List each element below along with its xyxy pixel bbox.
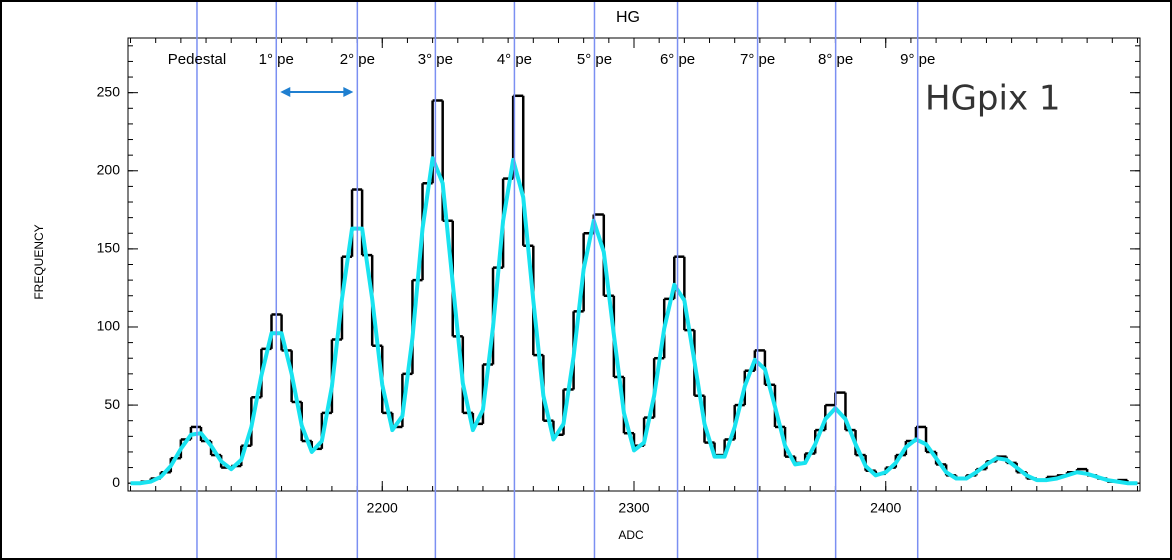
arrow-head bbox=[343, 87, 354, 97]
y-tick-label: 250 bbox=[97, 83, 121, 99]
x-tick-label: 2200 bbox=[367, 500, 398, 516]
peak-label: 8° pe bbox=[818, 51, 853, 68]
chart-title: HG bbox=[616, 9, 640, 26]
y-tick-label: 200 bbox=[97, 161, 121, 177]
x-tick-label: 2300 bbox=[618, 500, 649, 516]
y-tick-label: 100 bbox=[97, 318, 121, 334]
peak-label: 4° pe bbox=[497, 51, 532, 68]
y-tick-label: 150 bbox=[97, 240, 121, 256]
y-tick-label: 0 bbox=[112, 474, 120, 490]
peak-label: 6° pe bbox=[660, 51, 695, 68]
x-tick-label: 2400 bbox=[870, 500, 901, 516]
peak-label: 9° pe bbox=[900, 51, 935, 68]
peak-label: 3° pe bbox=[418, 51, 453, 68]
peak-label: 1° pe bbox=[259, 51, 294, 68]
peak-label: 7° pe bbox=[740, 51, 775, 68]
peak-label: 5° pe bbox=[577, 51, 612, 68]
x-axis-label: ADC bbox=[618, 528, 644, 542]
annotation: HGpix 1 bbox=[925, 79, 1061, 119]
peak-label: Pedestal bbox=[168, 51, 226, 68]
arrow-head bbox=[280, 87, 291, 97]
y-tick-label: 50 bbox=[104, 396, 120, 412]
y-axis-label: FREQUENCY bbox=[32, 224, 46, 299]
fit-curve bbox=[130, 156, 1138, 486]
peak-label: 2° pe bbox=[340, 51, 375, 68]
